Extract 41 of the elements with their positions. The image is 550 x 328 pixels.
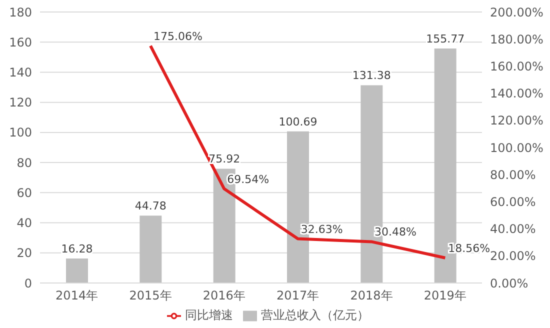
x-tick-label: 2018年 (350, 288, 393, 303)
y-tick-label: 100 (9, 126, 32, 140)
data-label: 16.28 (61, 242, 93, 256)
data-label: 32.63% (300, 222, 343, 236)
data-label: 69.54% (227, 172, 270, 186)
x-tick-label: 2019年 (424, 288, 466, 303)
data-label: 131.38 (352, 69, 391, 82)
data-label: 155.77 (426, 32, 465, 46)
y2-tick-label: 200.00% (490, 5, 544, 20)
y-tick-label: 160 (9, 35, 32, 50)
y-tick-label: 0 (24, 276, 32, 290)
data-label: 44.78 (134, 200, 166, 213)
y-tick-label: 60 (16, 186, 32, 200)
y-tick-label: 120 (9, 96, 32, 110)
y2-tick-label: 0.00% (490, 276, 528, 290)
y2-tick-label: 80.00% (490, 168, 536, 182)
y-tick-label: 140 (9, 65, 32, 80)
legend-label: 同比增速 (185, 308, 233, 322)
y2-tick-label: 160.00% (490, 59, 544, 74)
data-label: 18.56% (448, 242, 490, 255)
data-label: 175.06% (154, 30, 202, 43)
y-tick-label: 40 (16, 216, 32, 230)
y2-tick-label: 140.00% (490, 86, 544, 101)
legend-label: 营业总收入（亿元） (261, 308, 369, 322)
x-tick-label: 2014年 (56, 288, 98, 303)
y-tick-label: 20 (16, 246, 32, 260)
x-tick-label: 2017年 (276, 288, 320, 303)
y2-tick-label: 100.00% (490, 140, 544, 155)
y2-tick-label: 20.00% (490, 249, 536, 264)
y-tick-label: 180 (9, 5, 32, 20)
y2-tick-label: 40.00% (490, 222, 536, 236)
y2-tick-label: 120.00% (490, 114, 544, 128)
x-tick-label: 2016年 (202, 288, 246, 303)
y2-tick-label: 180.00% (490, 32, 544, 46)
y2-tick-label: 60.00% (490, 194, 536, 209)
bar (66, 258, 88, 283)
x-tick-label: 2015年 (129, 288, 172, 303)
bar (140, 216, 162, 283)
data-label: 100.69 (278, 115, 318, 128)
y-tick-label: 80 (16, 156, 32, 170)
data-label: 30.48% (374, 226, 416, 239)
